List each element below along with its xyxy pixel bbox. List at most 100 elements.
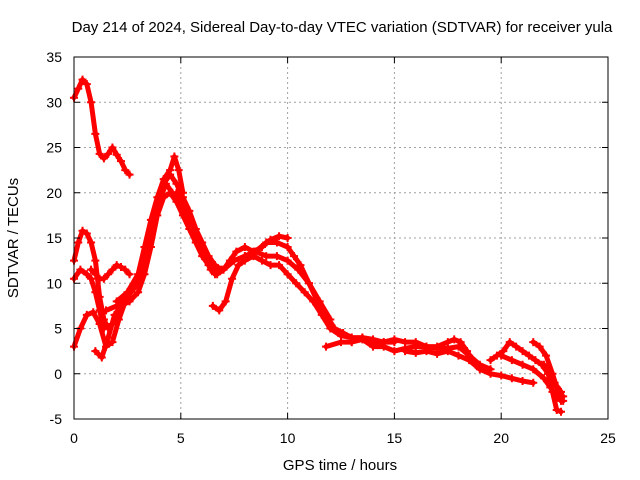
data-point <box>155 197 164 206</box>
data-point <box>121 265 130 274</box>
data-point <box>529 338 538 347</box>
y-tick-label: 30 <box>46 94 62 110</box>
data-point <box>542 351 551 360</box>
data-point <box>91 256 100 265</box>
x-tick-label: 5 <box>177 430 185 446</box>
data-point <box>206 261 215 270</box>
x-tick-label: 0 <box>70 430 78 446</box>
data-point <box>450 335 459 344</box>
data-point <box>433 349 442 358</box>
data-point <box>275 261 284 270</box>
data-point <box>102 306 111 315</box>
data-point <box>411 338 420 347</box>
data-point <box>208 301 217 310</box>
data-point <box>99 324 108 333</box>
data-point <box>411 348 420 357</box>
data-point <box>486 356 495 365</box>
data-point <box>91 288 100 297</box>
data-point <box>87 274 96 283</box>
data-point <box>557 407 566 416</box>
series-trace <box>88 262 132 282</box>
data-point <box>114 315 123 324</box>
data-point <box>112 150 121 159</box>
data-point <box>74 238 83 247</box>
data-point <box>78 75 87 84</box>
data-point <box>146 215 155 224</box>
data-point <box>507 356 516 365</box>
series-trace <box>71 289 132 350</box>
data-point <box>125 170 134 179</box>
satellite-track-1 <box>70 75 134 179</box>
data-point <box>140 243 149 252</box>
data-point <box>535 342 544 351</box>
data-point <box>134 288 143 297</box>
satellite-track-15 <box>401 347 538 387</box>
data-point <box>507 374 516 383</box>
data-point <box>134 270 143 279</box>
x-tick-label: 25 <box>600 430 616 446</box>
satellite-track-19 <box>539 360 566 416</box>
data-point <box>91 347 100 356</box>
data-point <box>539 374 548 383</box>
data-point <box>499 347 508 356</box>
data-point <box>529 365 538 374</box>
data-point <box>159 175 168 184</box>
y-tick-label: -5 <box>50 411 63 427</box>
data-point <box>390 335 399 344</box>
y-tick-label: 20 <box>46 185 62 201</box>
data-point <box>518 376 527 385</box>
x-tick-label: 20 <box>493 430 509 446</box>
data-point <box>539 360 548 369</box>
data-point <box>82 270 91 279</box>
data-point <box>87 238 96 247</box>
data-point <box>125 270 134 279</box>
series-trace <box>210 253 355 341</box>
y-tick-label: 25 <box>46 140 62 156</box>
data-point <box>123 288 132 297</box>
data-point <box>548 387 557 396</box>
data-point <box>275 232 284 241</box>
data-point <box>219 265 228 274</box>
data-point <box>283 234 292 242</box>
axes: 0 5 10 15 20 25 -5 0 5 10 15 20 25 30 35 <box>46 49 616 446</box>
data-point <box>240 243 249 252</box>
data-point <box>82 80 91 89</box>
x-tick-label: 10 <box>280 430 296 446</box>
data-point <box>87 98 96 107</box>
data-point <box>87 265 96 274</box>
data-point <box>369 342 378 351</box>
data-point <box>104 149 113 158</box>
chart-title: Day 214 of 2024, Sidereal Day-to-day VTE… <box>72 19 613 36</box>
data-point <box>104 333 113 342</box>
data-point <box>296 261 305 270</box>
y-tick-label: 15 <box>46 230 62 246</box>
data-point <box>251 247 260 256</box>
data-point <box>456 338 465 347</box>
data-point <box>97 353 106 362</box>
data-point <box>422 347 431 356</box>
y-tick-label: 35 <box>46 49 62 65</box>
data-point <box>290 252 299 261</box>
data-point <box>544 369 553 378</box>
data-point <box>272 252 281 261</box>
satellite-track-5 <box>87 261 134 283</box>
data-point <box>369 335 378 344</box>
data-point <box>557 396 566 405</box>
data-point <box>82 229 91 238</box>
data-point <box>116 157 125 166</box>
data-point <box>559 392 568 401</box>
data-point <box>390 347 399 356</box>
plot-frame <box>73 56 609 420</box>
data-point <box>112 297 121 306</box>
data-point <box>82 310 91 319</box>
data-point <box>110 310 119 319</box>
data-point <box>76 265 85 274</box>
x-axis-label: GPS time / hours <box>283 457 397 474</box>
data-point <box>240 252 249 261</box>
data-point <box>322 342 331 351</box>
data-point <box>358 333 367 342</box>
data-point <box>266 261 275 270</box>
data-point <box>234 261 243 270</box>
data-point <box>91 270 100 279</box>
data-point <box>104 270 113 279</box>
